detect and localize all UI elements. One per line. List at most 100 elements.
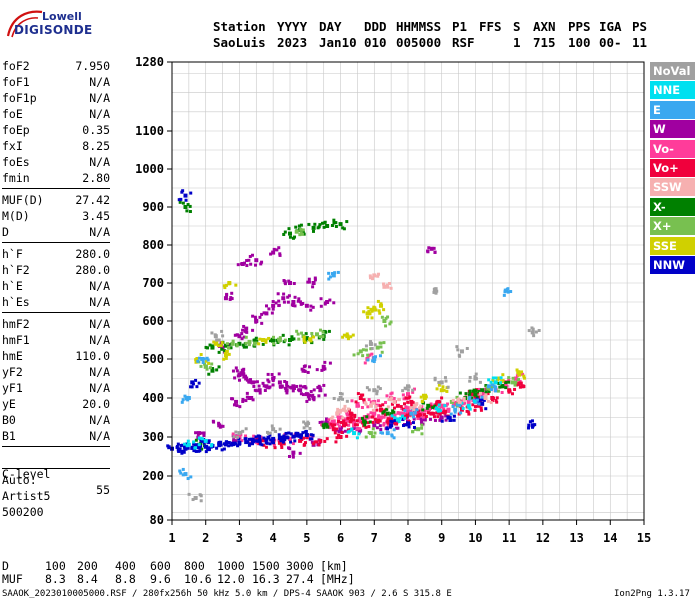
data-point	[389, 392, 393, 396]
data-point	[434, 402, 438, 406]
data-point	[266, 378, 270, 382]
data-point	[440, 419, 444, 423]
data-point	[248, 254, 252, 258]
data-point	[282, 340, 286, 344]
data-point	[432, 290, 436, 294]
data-point	[290, 303, 294, 307]
data-point	[387, 282, 391, 286]
data-point	[271, 250, 276, 255]
param-row: hmF2 N/A	[2, 316, 110, 332]
data-point	[289, 432, 293, 436]
data-point	[241, 372, 245, 376]
header-label: IGA	[599, 19, 622, 34]
data-point	[355, 427, 359, 431]
data-point	[291, 300, 296, 304]
data-point	[484, 390, 488, 394]
legend-item: NNW	[650, 255, 695, 274]
data-point	[272, 247, 276, 251]
data-point	[254, 341, 258, 345]
data-point	[451, 398, 455, 402]
data-point	[399, 416, 403, 420]
data-point	[392, 410, 396, 414]
header-label: PS	[632, 19, 648, 34]
data-point	[197, 436, 201, 440]
param-value: N/A	[89, 155, 110, 169]
data-point	[317, 443, 321, 447]
data-point	[292, 387, 296, 391]
data-point	[419, 413, 423, 417]
data-point	[478, 380, 482, 384]
data-point	[268, 431, 272, 435]
data-point	[220, 347, 224, 351]
data-point	[294, 225, 298, 229]
data-point	[506, 290, 510, 294]
param-label: h`Es	[2, 295, 30, 309]
data-point	[510, 392, 514, 396]
data-point	[238, 405, 242, 409]
data-point	[411, 388, 415, 392]
data-point	[210, 345, 215, 350]
data-point	[182, 450, 186, 454]
data-point	[261, 438, 265, 442]
data-point	[201, 360, 205, 364]
data-point	[367, 415, 371, 419]
muf-unit: [MHz]	[320, 572, 355, 586]
data-point	[345, 332, 349, 336]
data-point	[393, 416, 397, 420]
data-point	[264, 445, 268, 449]
data-point	[522, 376, 526, 380]
data-point	[349, 416, 353, 420]
data-point	[237, 341, 242, 346]
data-point	[271, 379, 275, 383]
data-point	[482, 398, 486, 402]
data-point	[211, 367, 215, 371]
data-point	[295, 329, 299, 333]
data-point	[470, 392, 475, 397]
data-point	[448, 416, 452, 420]
data-point	[296, 434, 300, 438]
data-point	[246, 440, 250, 444]
data-point	[334, 224, 338, 228]
data-point	[514, 380, 518, 384]
legend-item: NoVal	[650, 62, 695, 80]
param-group-profile: hmF2 N/A hmF1 N/A hmE 110.0 yF2 N/A yF1 N/A yE 20.0…	[2, 316, 110, 444]
data-point	[453, 400, 457, 404]
data-point	[251, 398, 255, 402]
data-point	[265, 441, 269, 445]
data-point	[223, 353, 228, 358]
data-point	[370, 346, 374, 350]
data-point	[375, 389, 379, 393]
data-point	[377, 309, 381, 313]
data-point	[479, 408, 483, 412]
data-point	[202, 357, 206, 361]
data-point	[328, 275, 332, 279]
data-point	[367, 310, 371, 314]
data-point	[194, 431, 198, 435]
data-point	[457, 400, 461, 404]
data-point	[368, 431, 373, 436]
data-point	[376, 415, 380, 419]
data-point	[255, 437, 259, 441]
data-point	[274, 429, 278, 433]
data-point	[368, 276, 372, 280]
param-value: 280.0	[75, 263, 110, 277]
header-value: 010	[364, 35, 387, 50]
data-point	[362, 310, 366, 314]
data-point	[291, 455, 295, 459]
x-tick-label: 7	[371, 531, 378, 545]
data-point	[304, 338, 308, 342]
data-point	[210, 362, 214, 366]
y-tick-label: 500	[142, 352, 164, 366]
data-point	[382, 308, 386, 312]
data-point	[392, 396, 396, 400]
data-point	[244, 437, 248, 441]
data-point	[205, 356, 209, 360]
data-point	[260, 321, 264, 325]
auto-line: Auto:	[2, 473, 37, 487]
param-group-muf: MUF(D) 27.42 M(D) 3.45 D N/A	[2, 192, 110, 240]
data-point	[385, 407, 389, 411]
data-point	[409, 409, 413, 413]
data-point	[258, 315, 262, 319]
data-point	[240, 332, 244, 336]
data-point	[228, 282, 232, 286]
